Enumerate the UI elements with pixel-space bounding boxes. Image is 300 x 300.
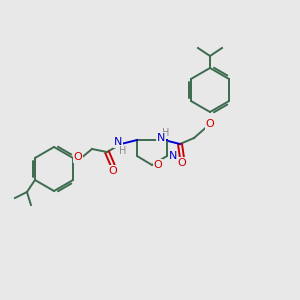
Text: O: O bbox=[154, 160, 162, 170]
Text: O: O bbox=[109, 166, 117, 176]
Text: O: O bbox=[74, 152, 82, 162]
Text: O: O bbox=[178, 158, 186, 168]
Text: N: N bbox=[169, 151, 177, 161]
Text: O: O bbox=[206, 119, 214, 129]
Text: H: H bbox=[162, 128, 170, 138]
Text: H: H bbox=[119, 146, 127, 156]
Text: N: N bbox=[114, 137, 122, 147]
Text: N: N bbox=[157, 133, 165, 143]
